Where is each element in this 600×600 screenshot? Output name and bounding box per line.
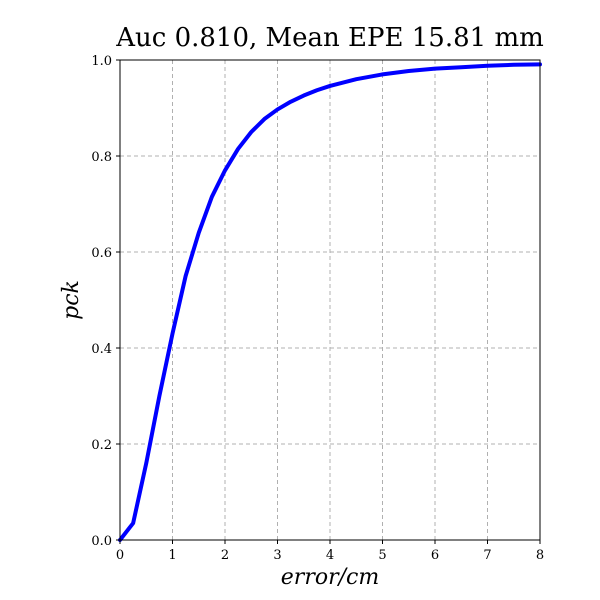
axis-ticks: 0 1 2 3 4 5 6 7 8 0.0 0.2 0.4 0.6 0.8 1.0 bbox=[91, 54, 544, 563]
x-tick-label: 0 bbox=[116, 548, 124, 563]
series-layer bbox=[118, 62, 542, 542]
y-tick-label: 0.2 bbox=[91, 438, 112, 453]
x-tick-label: 8 bbox=[536, 548, 544, 563]
pck-curve bbox=[118, 62, 542, 542]
y-tick-label: 0.0 bbox=[91, 534, 112, 549]
x-tick-label: 5 bbox=[378, 548, 386, 563]
y-tick-label: 0.4 bbox=[91, 342, 112, 357]
x-tick-label: 6 bbox=[431, 548, 439, 563]
grid-lines bbox=[120, 59, 540, 540]
x-tick-label: 3 bbox=[273, 548, 281, 563]
x-tick-label: 2 bbox=[221, 548, 229, 563]
y-axis-label: pck bbox=[59, 280, 84, 320]
x-tick-label: 4 bbox=[326, 548, 334, 563]
x-tick-label: 1 bbox=[168, 548, 176, 563]
y-tick-label: 1.0 bbox=[91, 54, 112, 69]
chart-title: Auc 0.810, Mean EPE 15.81 mm bbox=[115, 23, 544, 53]
x-tick-label: 7 bbox=[483, 548, 491, 563]
y-tick-label: 0.6 bbox=[91, 246, 112, 261]
x-axis-label: error/cm bbox=[281, 565, 379, 590]
y-tick-label: 0.8 bbox=[91, 150, 112, 165]
